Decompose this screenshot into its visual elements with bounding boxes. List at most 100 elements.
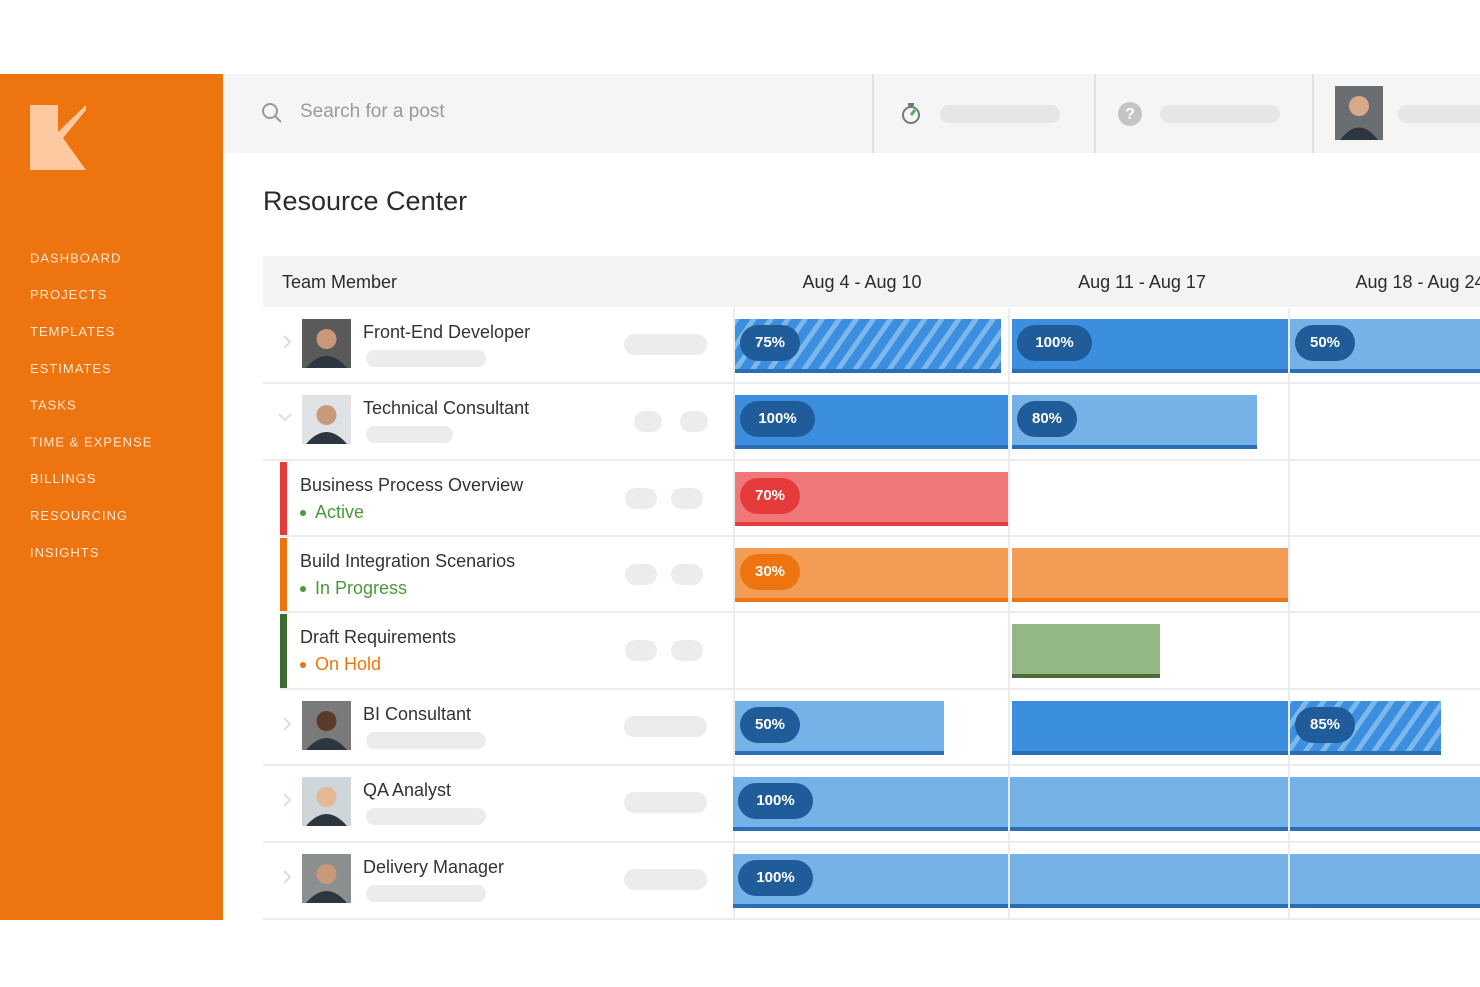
expand-caret[interactable] bbox=[278, 413, 292, 422]
allocation-bar-edge bbox=[1012, 751, 1288, 755]
placeholder bbox=[624, 334, 707, 355]
timer-icon[interactable] bbox=[902, 106, 920, 124]
allocation-bar[interactable] bbox=[1010, 854, 1288, 908]
percent-pill bbox=[738, 783, 813, 819]
table-row[interactable]: Build Integration Scenarios In Progress 30… bbox=[280, 538, 1480, 613]
table-row[interactable]: Business Process Overview Active 70% bbox=[280, 462, 1480, 537]
help-icon[interactable] bbox=[1118, 102, 1142, 126]
task-status: Active bbox=[315, 502, 364, 522]
column-header: Aug 11 - Aug 17 bbox=[1078, 272, 1206, 292]
percent-pill bbox=[1295, 325, 1355, 361]
percent-pill bbox=[740, 554, 800, 590]
percent-label: 100% bbox=[756, 792, 794, 809]
task-status: On Hold bbox=[315, 654, 381, 674]
percent-label: 100% bbox=[758, 410, 796, 427]
placeholder bbox=[366, 426, 453, 443]
table-row[interactable]: Front-End Developer 75% 100% 50% bbox=[263, 319, 1480, 384]
table-row[interactable]: QA Analyst 100% bbox=[263, 777, 1480, 843]
task-name: Draft Requirements bbox=[300, 627, 456, 647]
avatar bbox=[306, 891, 347, 903]
allocation-bar[interactable] bbox=[1290, 854, 1480, 908]
nav-item[interactable]: TIME & EXPENSE bbox=[30, 434, 152, 449]
status-dot bbox=[300, 662, 306, 668]
page-title: Resource Center bbox=[263, 186, 467, 216]
allocation-bar[interactable] bbox=[1012, 624, 1160, 678]
search-input[interactable]: Search for a post bbox=[300, 101, 445, 122]
avatar bbox=[316, 329, 337, 349]
allocation-bar[interactable] bbox=[1012, 548, 1288, 602]
avatar bbox=[316, 711, 337, 731]
placeholder bbox=[624, 716, 707, 737]
allocation-bar-edge bbox=[735, 369, 1001, 373]
allocation-bar-edge bbox=[1290, 751, 1441, 755]
nav-item[interactable]: INSIGHTS bbox=[30, 545, 99, 560]
member-role: Front-End Developer bbox=[363, 322, 530, 342]
nav-item[interactable]: BILLINGS bbox=[30, 471, 97, 486]
search-icon bbox=[262, 103, 278, 119]
member-role: Technical Consultant bbox=[363, 398, 529, 418]
column-header: Aug 4 - Aug 10 bbox=[802, 272, 921, 292]
allocation-bar-edge bbox=[1010, 827, 1288, 831]
task-status: In Progress bbox=[315, 578, 407, 598]
percent-label: 100% bbox=[1035, 334, 1073, 351]
task-color-bar bbox=[280, 538, 287, 611]
allocation-bar-edge bbox=[735, 598, 1008, 602]
allocation-bar-edge bbox=[1012, 369, 1288, 373]
avatar bbox=[316, 864, 337, 884]
percent-label: 50% bbox=[1310, 334, 1340, 351]
task-name: Business Process Overview bbox=[300, 475, 524, 495]
user-avatar[interactable] bbox=[1335, 86, 1383, 140]
allocation-bar[interactable] bbox=[1012, 701, 1288, 755]
logo[interactable] bbox=[30, 105, 86, 170]
placeholder bbox=[671, 640, 703, 661]
placeholder bbox=[671, 488, 703, 509]
placeholder bbox=[625, 488, 657, 509]
table-row[interactable]: Delivery Manager 100% bbox=[263, 854, 1480, 920]
placeholder bbox=[366, 732, 486, 749]
expand-caret[interactable] bbox=[283, 717, 292, 731]
allocation-bar[interactable] bbox=[1010, 777, 1288, 831]
allocation-bar-edge bbox=[1290, 369, 1480, 373]
percent-label: 70% bbox=[755, 487, 785, 504]
table-row[interactable]: Draft Requirements On Hold bbox=[280, 614, 1480, 690]
placeholder bbox=[624, 869, 707, 890]
allocation-bar[interactable] bbox=[1290, 777, 1480, 831]
percent-pill bbox=[738, 860, 813, 896]
svg-text:?: ? bbox=[1125, 106, 1135, 123]
sidebar bbox=[0, 74, 223, 920]
percent-label: 85% bbox=[1310, 716, 1340, 733]
allocation-bar-edge bbox=[1010, 904, 1288, 908]
expand-caret[interactable] bbox=[283, 793, 292, 807]
allocation-bar-edge bbox=[1012, 674, 1160, 678]
allocation-bar-edge bbox=[735, 445, 1008, 449]
table-row[interactable]: BI Consultant 50% 85% bbox=[263, 701, 1480, 766]
percent-label: 50% bbox=[755, 716, 785, 733]
percent-pill bbox=[740, 401, 815, 437]
task-color-bar bbox=[280, 462, 287, 535]
nav-item[interactable]: TEMPLATES bbox=[30, 324, 115, 339]
nav-item[interactable]: ESTIMATES bbox=[30, 361, 112, 376]
allocation-bar-edge bbox=[733, 827, 1008, 831]
allocation-bar-edge bbox=[1290, 904, 1480, 908]
percent-label: 30% bbox=[755, 563, 785, 580]
nav-item[interactable]: DASHBOARD bbox=[30, 250, 121, 265]
table-row[interactable]: Technical Consultant 100% 80% bbox=[263, 395, 1480, 461]
percent-pill bbox=[740, 707, 800, 743]
member-role: QA Analyst bbox=[363, 780, 451, 800]
avatar bbox=[306, 814, 347, 826]
placeholder bbox=[940, 105, 1060, 123]
percent-label: 75% bbox=[755, 334, 785, 351]
allocation-bar-edge bbox=[1290, 827, 1480, 831]
expand-caret[interactable] bbox=[283, 335, 292, 349]
avatar bbox=[306, 432, 347, 444]
nav-item[interactable]: PROJECTS bbox=[30, 287, 107, 302]
task-color-bar bbox=[280, 614, 287, 688]
nav-item[interactable]: TASKS bbox=[30, 398, 77, 413]
expand-caret[interactable] bbox=[283, 870, 292, 884]
percent-pill bbox=[1295, 707, 1355, 743]
avatar bbox=[316, 787, 337, 807]
placeholder bbox=[366, 350, 486, 367]
allocation-bar-edge bbox=[1012, 445, 1257, 449]
placeholder bbox=[366, 885, 486, 902]
nav-item[interactable]: RESOURCING bbox=[30, 508, 128, 523]
